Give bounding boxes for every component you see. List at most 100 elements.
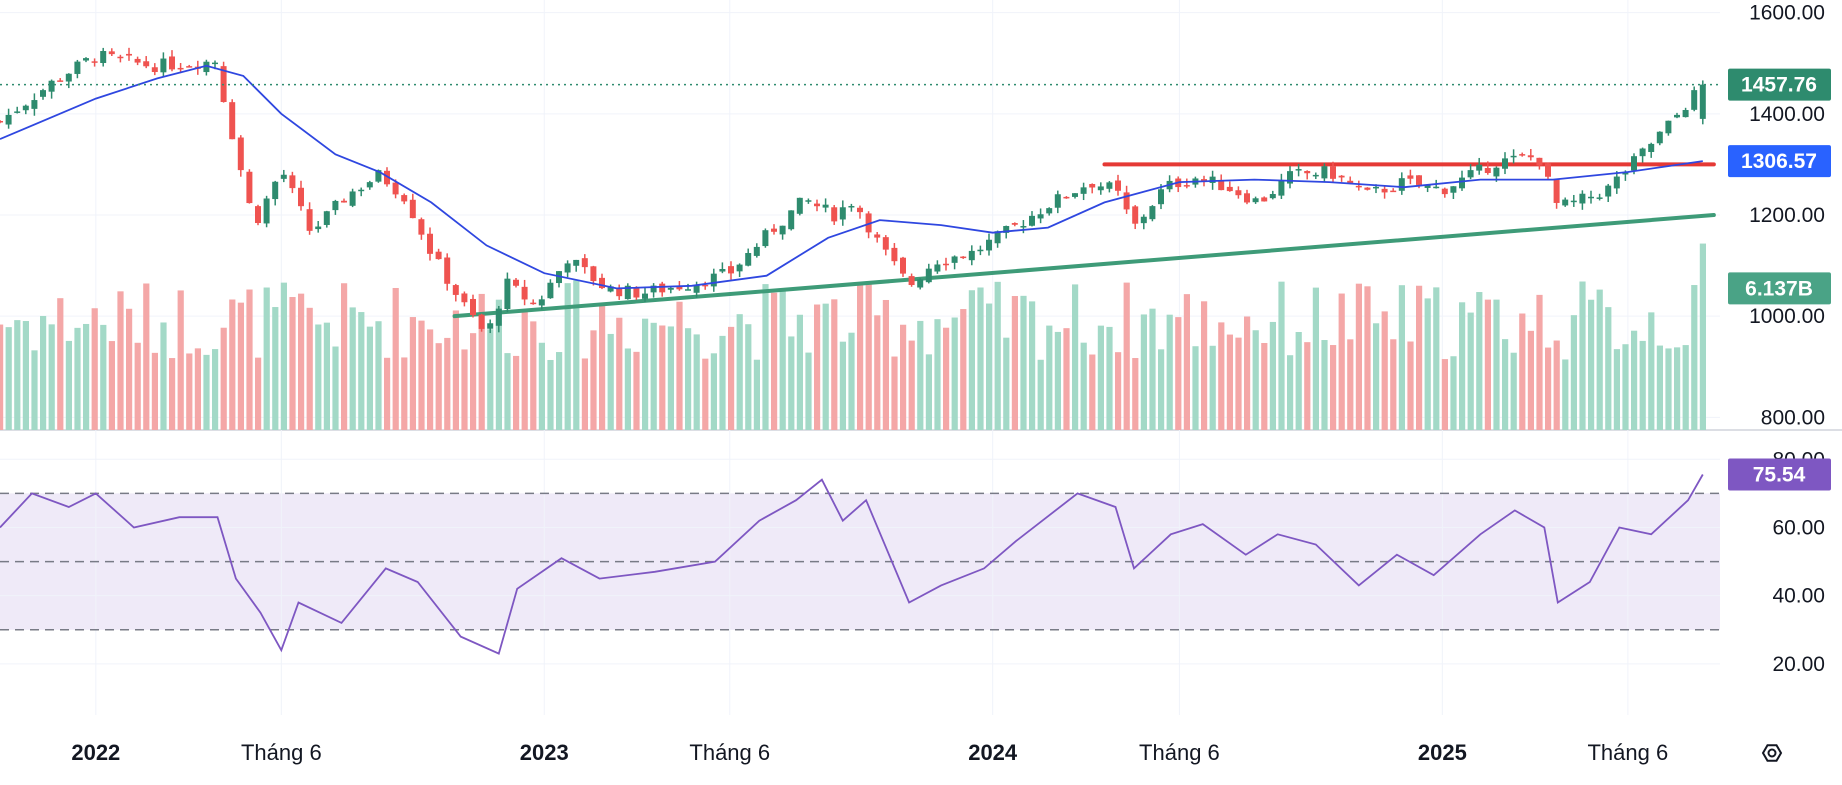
volume-bar: [435, 343, 442, 430]
volume-bar: [788, 336, 795, 430]
candle: [470, 294, 476, 318]
candle-body: [272, 181, 279, 200]
time-tick-label: 2023: [520, 740, 569, 765]
volume-bar: [1648, 312, 1655, 430]
candle: [444, 253, 451, 291]
candle-body: [1665, 120, 1672, 134]
candle-body: [1089, 184, 1096, 188]
volume-bar: [1699, 243, 1706, 430]
candle-body: [1381, 188, 1388, 193]
candle: [719, 262, 726, 274]
price-tag-moving-average-box: [1728, 145, 1831, 178]
candle-body: [753, 246, 760, 256]
volume-bar: [521, 310, 528, 430]
candle: [908, 273, 915, 287]
candle: [1682, 107, 1689, 118]
volume-bar: [177, 290, 184, 430]
volume-bar: [857, 284, 864, 430]
volume-bar: [1115, 352, 1122, 430]
candle: [1665, 120, 1672, 136]
settings-icon[interactable]: [1761, 744, 1783, 762]
candle-body: [822, 204, 829, 208]
volume-bar: [203, 354, 210, 430]
candle: [263, 195, 270, 228]
volume-bar: [83, 323, 90, 430]
candle: [659, 281, 666, 297]
candle-body: [796, 197, 803, 214]
volume-bar: [1158, 349, 1165, 430]
volume-bar: [65, 340, 72, 430]
time-tick-label: Tháng 6: [689, 740, 770, 765]
volume-bar: [736, 314, 743, 430]
candle: [814, 199, 820, 212]
volume-bar: [1020, 295, 1027, 430]
volume-bar: [650, 322, 657, 430]
candle-body: [1003, 226, 1010, 233]
candle-body: [1639, 148, 1646, 157]
volume-bar: [1527, 330, 1534, 430]
candle: [607, 284, 614, 293]
candle-body: [1622, 172, 1629, 175]
candle: [1484, 161, 1491, 175]
volume-bar: [538, 342, 545, 430]
candle-body: [1330, 166, 1336, 179]
volume-bar: [1355, 283, 1362, 430]
volume-bar: [1519, 313, 1526, 430]
volume-bar: [865, 281, 872, 430]
volume-bar: [1493, 299, 1500, 430]
volume-bar: [1364, 286, 1371, 430]
candle-body: [237, 137, 244, 171]
price-tick-label: 1600.00: [1749, 2, 1825, 25]
candle: [1261, 196, 1268, 202]
volume-bar: [452, 310, 459, 430]
volume-bar: [470, 333, 477, 430]
candle-body: [779, 225, 786, 235]
candle: [1252, 196, 1259, 204]
volume-bar: [1089, 354, 1096, 430]
volume-bar: [719, 335, 726, 430]
moving-average-layer: [0, 64, 1703, 290]
volume-layer: [0, 243, 1706, 430]
candle: [745, 248, 752, 267]
volume-bar: [495, 299, 502, 430]
volume-bar: [1613, 349, 1620, 430]
volume-bar: [693, 334, 700, 430]
candle: [1295, 163, 1302, 177]
candle: [1330, 161, 1336, 183]
volume-bar: [57, 298, 64, 430]
candle-body: [151, 67, 158, 73]
volume-bar: [530, 321, 537, 430]
rsi-tick-label: 40.00: [1772, 585, 1825, 608]
volume-bar: [1166, 314, 1173, 430]
candle: [289, 171, 296, 194]
candle-body: [349, 191, 356, 206]
volume-bar: [1011, 296, 1018, 430]
volume-bar: [1312, 287, 1319, 430]
candle: [891, 243, 898, 266]
candle-body: [917, 279, 924, 288]
candle-body: [900, 257, 906, 274]
candle-body: [1433, 186, 1440, 189]
volume-bar: [917, 320, 924, 430]
candle-body: [1287, 171, 1293, 184]
candle-body: [255, 206, 261, 224]
candle-body: [1545, 163, 1551, 177]
candle: [831, 204, 838, 225]
volume-bar: [392, 287, 399, 430]
volume-bar: [1656, 345, 1663, 430]
candle-body: [538, 299, 545, 306]
volume-bar: [642, 318, 649, 430]
candle: [943, 257, 949, 271]
volume-bar: [375, 321, 382, 430]
volume-bar: [1674, 347, 1681, 430]
volume-bar: [1545, 347, 1552, 430]
candle-body: [1373, 186, 1379, 189]
candle-body: [229, 102, 236, 140]
volume-bar: [341, 283, 348, 430]
candle-body: [0, 120, 3, 123]
candle: [48, 79, 55, 99]
candle: [1106, 181, 1113, 193]
candle: [994, 230, 1001, 248]
